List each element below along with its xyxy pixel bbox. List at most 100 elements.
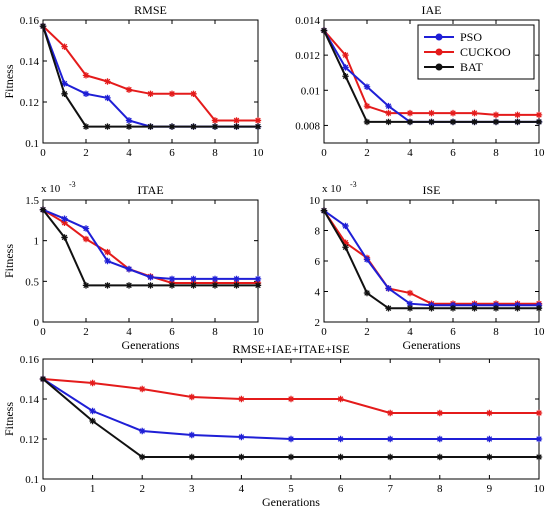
plot-frame: [323, 19, 540, 144]
data-point-bat: [514, 305, 521, 312]
x-tick-label: 2: [139, 483, 145, 495]
x-tick-label: 10: [253, 147, 265, 159]
data-point-pso: [61, 215, 68, 222]
data-point-pso: [535, 435, 543, 443]
data-point-bat: [190, 123, 197, 130]
y-tick-label: 0.012: [295, 50, 320, 62]
y-tick-label: 0.008: [295, 120, 320, 132]
data-point-cuckoo: [471, 109, 478, 117]
data-point-pso: [61, 80, 68, 87]
data-point-bat: [342, 244, 349, 251]
x-tick-label: 3: [189, 483, 195, 495]
data-point-pso: [385, 285, 392, 292]
data-point-bat: [104, 123, 111, 130]
y-tick-label: 8: [315, 226, 321, 238]
data-point-bat: [535, 118, 543, 126]
x-tick-label: 0: [40, 326, 46, 338]
data-point-bat: [168, 282, 176, 289]
data-point-pso: [82, 225, 90, 232]
data-point-bat: [436, 453, 443, 461]
y-tick-label: 6: [315, 256, 321, 268]
data-point-cuckoo: [492, 111, 500, 119]
data-point-bat: [492, 118, 500, 126]
y-tick-label: 0.14: [20, 394, 40, 406]
series-line-pso: [42, 208, 258, 280]
data-point-bat: [254, 123, 262, 130]
data-point-bat: [363, 289, 371, 297]
y-tick-label: 0.12: [20, 97, 39, 109]
legend-marker-pso: [435, 33, 443, 41]
y-tick-label: 2: [315, 317, 321, 329]
exponent-power: -3: [69, 180, 76, 189]
data-point-bat: [337, 453, 344, 461]
data-point-cuckoo: [385, 109, 392, 117]
data-point-bat: [61, 90, 68, 97]
data-point-cuckoo: [428, 109, 435, 117]
data-point-cuckoo: [449, 109, 457, 117]
data-point-bat: [147, 123, 154, 130]
y-tick-label: 4: [315, 287, 321, 299]
data-point-bat: [188, 453, 195, 461]
data-point-cuckoo: [287, 395, 295, 403]
x-tick-label: 10: [253, 326, 265, 338]
data-point-bat: [449, 118, 457, 126]
legend-marker-cuckoo: [435, 48, 443, 56]
data-point-cuckoo: [190, 90, 197, 97]
data-point-pso: [233, 275, 240, 283]
data-point-cuckoo: [406, 109, 414, 117]
data-point-pso: [104, 257, 111, 265]
x-tick-label: 10: [534, 326, 546, 338]
data-point-bat: [233, 282, 240, 289]
data-point-bat: [104, 282, 111, 289]
data-point-pso: [342, 64, 349, 71]
data-point-bat: [190, 282, 197, 289]
data-point-bat: [39, 206, 47, 213]
chart-title: ITAE: [137, 183, 163, 197]
data-point-cuckoo: [139, 385, 146, 393]
data-point-bat: [492, 305, 500, 312]
x-tick-label: 6: [169, 147, 175, 159]
data-point-pso: [211, 275, 219, 283]
x-tick-label: 0: [321, 326, 327, 338]
y-tick-label: 0.5: [25, 276, 39, 288]
data-point-pso: [238, 433, 245, 441]
x-tick-label: 1: [90, 483, 96, 495]
data-point-cuckoo: [104, 78, 111, 85]
data-point-cuckoo: [125, 86, 133, 93]
data-point-bat: [387, 453, 394, 461]
panel-iae: 0 2 4 6 8 10 0.008 0.01 0.012 0.014 IAE: [295, 3, 545, 159]
data-point-cuckoo: [337, 395, 344, 403]
series-line-bat: [42, 25, 258, 128]
x-tick-label: 2: [83, 326, 89, 338]
data-point-bat: [320, 27, 328, 34]
data-point-pso: [385, 102, 392, 110]
legend-marker-bat: [435, 63, 443, 71]
data-point-bat: [82, 123, 90, 130]
data-point-pso: [188, 431, 195, 439]
x-tick-label: 2: [83, 147, 89, 159]
y-axis-label: Fitness: [2, 64, 16, 98]
data-point-bat: [61, 234, 68, 241]
x-tick-label: 8: [212, 326, 218, 338]
x-tick-label: 0: [40, 147, 46, 159]
data-point-bat: [168, 123, 176, 130]
data-point-bat: [535, 305, 543, 312]
chart-title: RMSE: [134, 3, 167, 17]
x-tick-label: 2: [364, 147, 370, 159]
x-axis-label: Generations: [403, 338, 461, 352]
data-point-cuckoo: [363, 102, 371, 110]
data-point-bat: [82, 282, 90, 289]
data-point-pso: [168, 275, 176, 283]
data-point-pso: [147, 274, 154, 281]
data-point-bat: [233, 123, 240, 130]
data-point-pso: [125, 117, 133, 124]
data-point-bat: [406, 118, 414, 126]
data-point-bat: [406, 305, 414, 312]
data-point-bat: [238, 453, 245, 461]
x-tick-label: 6: [169, 326, 175, 338]
x-tick-label: 9: [487, 483, 493, 495]
data-point-cuckoo: [188, 393, 195, 401]
x-tick-label: 6: [338, 483, 344, 495]
data-point-pso: [387, 435, 394, 443]
